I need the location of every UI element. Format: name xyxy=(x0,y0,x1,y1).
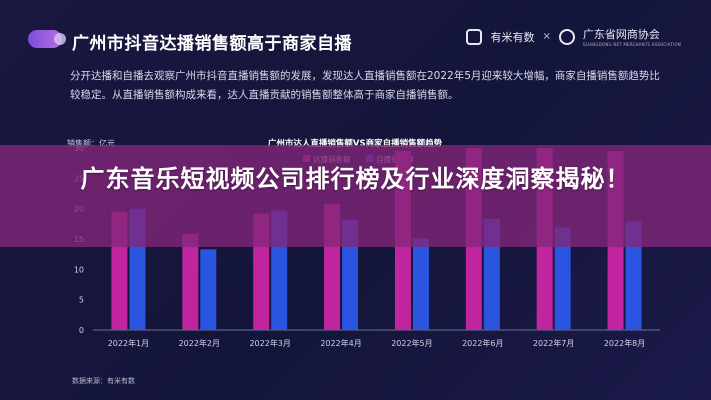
y-tick-label: 5 xyxy=(79,296,84,305)
y-tick-label: 0 xyxy=(79,326,84,335)
x-tick-label: 2022年8月 xyxy=(604,338,645,348)
y-tick-label: 10 xyxy=(74,265,84,274)
brand-association: 广东省网商协会 xyxy=(582,28,660,41)
bar xyxy=(342,219,359,330)
page-title: 广州市抖音达播销售额高于商家自播 xyxy=(72,34,352,54)
x-tick-label: 2022年1月 xyxy=(108,338,149,348)
logo-separator: × xyxy=(542,31,551,42)
header-decoration xyxy=(28,30,66,48)
logo-group: 有米有数 × 广东省网商协会 GUANGDONG NET MERCHANTS A… xyxy=(466,26,681,47)
x-tick-label: 2022年3月 xyxy=(249,338,290,348)
x-tick-label: 2022年6月 xyxy=(462,338,503,348)
bar xyxy=(200,249,217,330)
bar xyxy=(182,234,199,330)
x-tick-label: 2022年4月 xyxy=(320,338,361,348)
youmi-logo-icon xyxy=(466,28,483,45)
x-tick-label: 2022年2月 xyxy=(179,338,220,348)
bar xyxy=(625,221,642,330)
description-text: 分开达播和自播去观察广州市抖音直播销售额的发展，发现达人直播销售额在2022年5… xyxy=(70,70,660,101)
bar xyxy=(554,227,571,330)
chart-title: 广州市达人直播销售额VS商家自播销售额趋势 xyxy=(268,138,443,149)
x-tick-label: 2022年5月 xyxy=(391,338,432,348)
data-source: 数据来源：有米有数 xyxy=(72,377,135,385)
brand-youmi: 有米有数 xyxy=(490,30,535,44)
headline-overlay-title: 广东音乐短视频公司排行榜及行业深度洞察揭秘！ xyxy=(80,165,631,193)
x-tick-label: 2022年7月 xyxy=(533,338,574,348)
y-axis-label: 销售额：亿元 xyxy=(67,138,115,148)
association-logo-icon xyxy=(558,28,575,45)
brand-association-block: 广东省网商协会 GUANGDONG NET MERCHANTS ASSOCIAT… xyxy=(583,26,681,47)
headline-overlay-band xyxy=(0,145,711,247)
brand-association-sub: GUANGDONG NET MERCHANTS ASSOCIATION xyxy=(582,42,681,47)
bar xyxy=(412,238,429,330)
